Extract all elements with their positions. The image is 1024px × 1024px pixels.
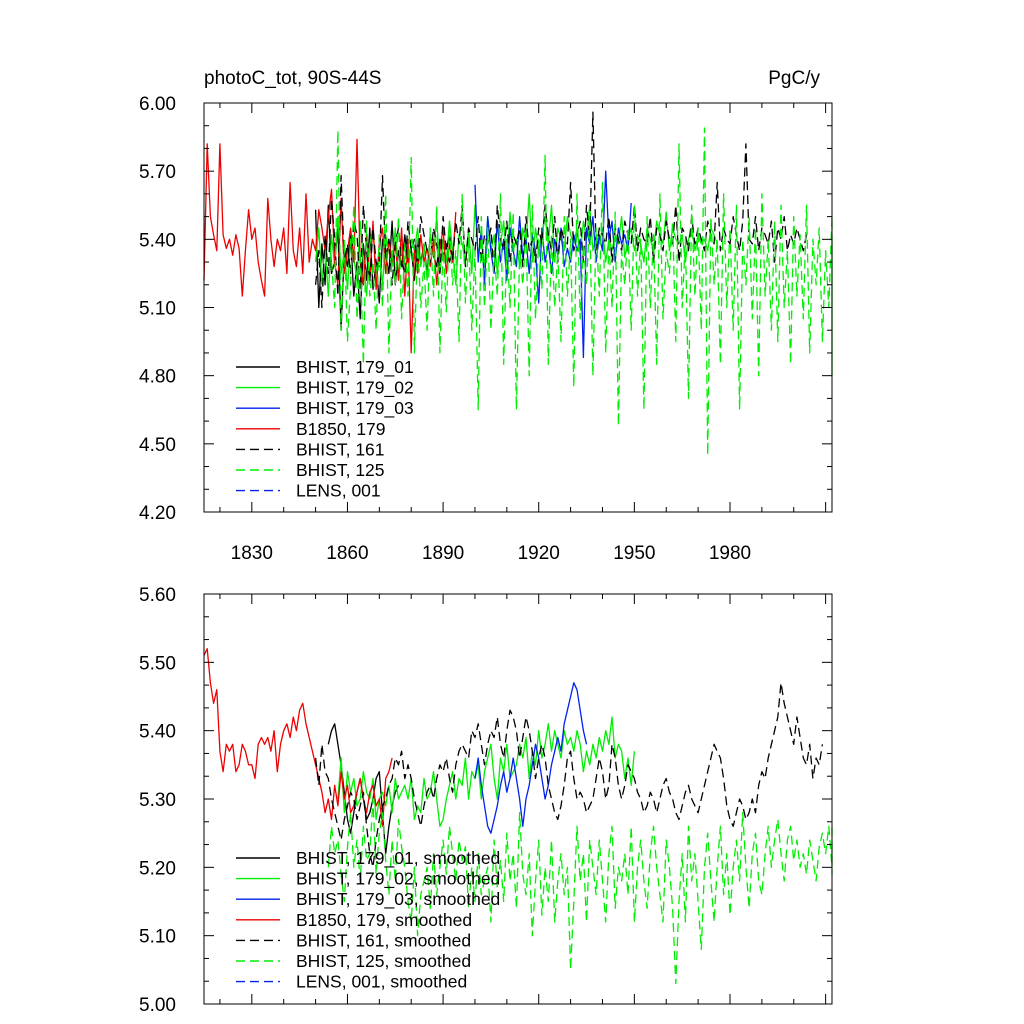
bottom-ytick-label: 5.00 — [139, 995, 176, 1016]
top-panel-title: photoC_tot, 90S-44S — [204, 68, 381, 89]
bottom-series-bhist-161-smoothed — [314, 682, 824, 868]
bottom-series-bhist-179-03-smoothed — [474, 682, 588, 834]
bottom-ytick-label: 5.10 — [139, 927, 176, 948]
top-legend-label: LENS, 001 — [296, 481, 381, 501]
bottom-legend-label: B1850, 179, smoothed — [296, 910, 472, 930]
top-legend-item: BHIST, 125 — [236, 460, 385, 480]
top-legend-item: BHIST, 161 — [236, 439, 385, 459]
bottom-tick-layer: 5.00 5.10 5.20 5.30 5.40 5.50 5.60 — [139, 585, 832, 1016]
bottom-legend-item: BHIST, 125, smoothed — [236, 951, 471, 971]
bottom-legend-label: BHIST, 125, smoothed — [296, 951, 471, 971]
top-xtick-label: 1890 — [422, 543, 464, 564]
top-panel: photoC_tot, 90S-44S PgC/y 4.20 4.50 4.80 5.… — [139, 68, 833, 564]
bottom-legend-label: LENS, 001, smoothed — [296, 972, 467, 992]
bottom-ytick-label: 5.50 — [139, 653, 176, 674]
bottom-legend-item: B1850, 179, smoothed — [236, 910, 472, 930]
top-xtick-label: 1920 — [518, 543, 560, 564]
top-ytick-label: 6.00 — [139, 94, 176, 115]
top-ytick-label: 5.70 — [139, 162, 176, 183]
bottom-legend-label: BHIST, 161, smoothed — [296, 930, 471, 950]
bottom-legend-item: BHIST, 161, smoothed — [236, 930, 471, 950]
top-series-layer — [203, 111, 833, 456]
top-ytick-label: 4.50 — [139, 435, 176, 456]
bottom-series-layer — [203, 648, 833, 985]
bottom-legend-label: BHIST, 179_03, smoothed — [296, 889, 500, 910]
bottom-legend-item: BHIST, 179_03, smoothed — [236, 889, 500, 910]
bottom-series-bhist-125-smoothed — [327, 798, 833, 985]
top-series-bhist-125 — [330, 127, 833, 456]
top-legend-item: BHIST, 179_01 — [236, 357, 414, 378]
bottom-legend-item: LENS, 001, smoothed — [236, 972, 467, 992]
bottom-ytick-label: 5.40 — [139, 722, 176, 743]
top-xtick-label: 1950 — [613, 543, 655, 564]
bottom-legend-label: BHIST, 179_02, smoothed — [296, 869, 500, 890]
bottom-panel: 5.00 5.10 5.20 5.30 5.40 5.50 5.60 BHIST, 179_… — [139, 585, 833, 1016]
top-ytick-label: 4.20 — [139, 503, 176, 524]
bottom-ytick-label: 5.60 — [139, 585, 176, 606]
bottom-series-bhist-179-02-smoothed — [337, 716, 636, 827]
top-xtick-label: 1980 — [709, 543, 751, 564]
bottom-legend-item: BHIST, 179_01, smoothed — [236, 848, 500, 869]
top-ytick-label: 5.10 — [139, 299, 176, 320]
top-ytick-label: 4.80 — [139, 367, 176, 388]
top-series-b1850-179 — [203, 138, 457, 354]
top-legend-item: B1850, 179 — [236, 419, 386, 439]
top-ytick-label: 5.40 — [139, 230, 176, 251]
top-tick-layer: 4.20 4.50 4.80 5.10 5.40 5.70 6.00 1830 1860 1890… — [139, 94, 832, 564]
top-legend-label: BHIST, 125 — [296, 460, 385, 480]
bottom-legend-label: BHIST, 179_01, smoothed — [296, 848, 500, 869]
top-legend-item: LENS, 001 — [236, 481, 381, 501]
bottom-series-b1850-179-smoothed — [203, 648, 393, 827]
top-legend-label: B1850, 179 — [296, 419, 386, 439]
top-panel-units: PgC/y — [768, 68, 820, 89]
top-legend-label: BHIST, 161 — [296, 439, 385, 459]
top-xtick-label: 1860 — [326, 543, 368, 564]
bottom-ytick-label: 5.20 — [139, 858, 176, 879]
top-legend-item: BHIST, 179_02 — [236, 378, 414, 399]
bottom-legend-item: BHIST, 179_02, smoothed — [236, 869, 500, 890]
top-legend-label: BHIST, 179_02 — [296, 378, 414, 399]
top-legend-item: BHIST, 179_03 — [236, 398, 414, 419]
top-xtick-label: 1830 — [231, 543, 273, 564]
top-legend-label: BHIST, 179_01 — [296, 357, 414, 378]
top-legend-label: BHIST, 179_03 — [296, 398, 414, 419]
top-series-bhist-179-03 — [474, 170, 632, 359]
bottom-ytick-label: 5.30 — [139, 790, 176, 811]
top-series-bhist-161 — [314, 111, 808, 309]
